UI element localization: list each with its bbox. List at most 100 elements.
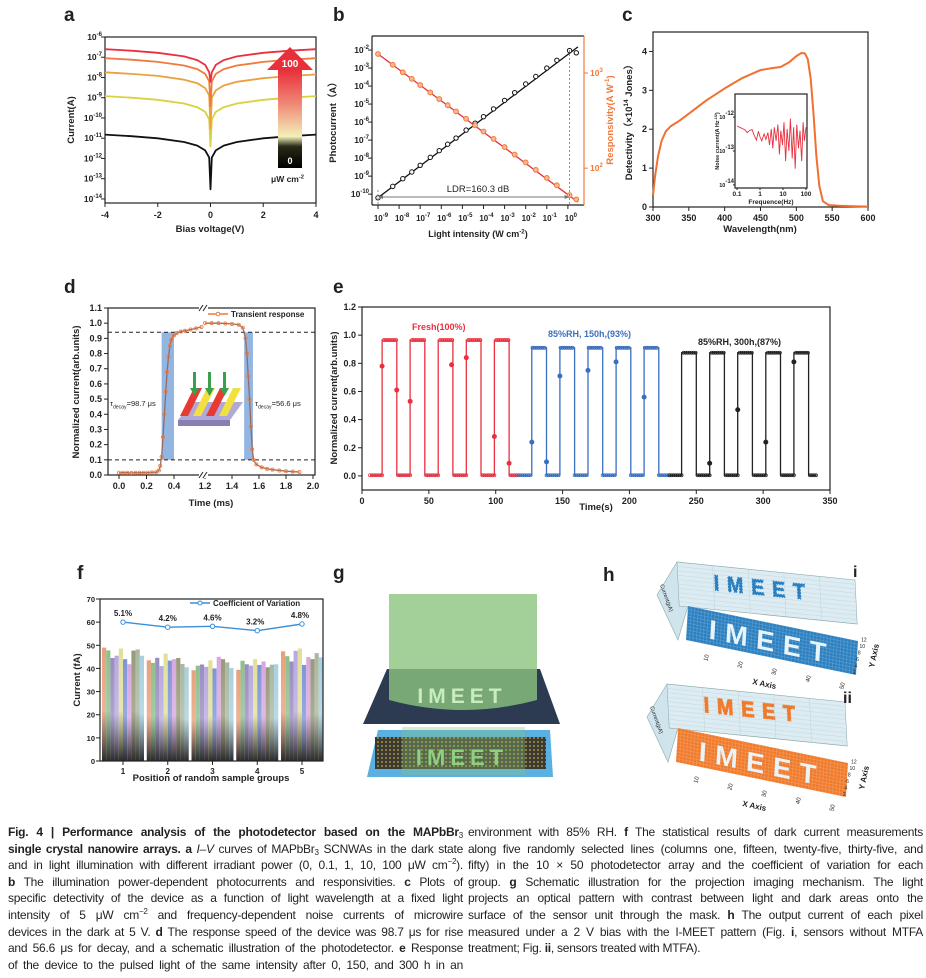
pulse-point (450, 338, 455, 342)
bar (253, 659, 258, 761)
bar (191, 670, 196, 761)
bar (289, 661, 294, 761)
axis-break-icon (198, 304, 208, 312)
nanowire-electrode (219, 388, 241, 416)
caption-segment: i (791, 924, 795, 939)
pulse-point (368, 473, 372, 478)
pulse-point (749, 350, 754, 355)
pulse-point (727, 473, 732, 478)
x-tick-label: 20 (727, 782, 735, 791)
caption-segment: SCNWAs in the dark state (318, 841, 463, 856)
iv-curve-100 (104, 48, 317, 83)
y-axis-label: Y Axis (867, 643, 881, 669)
transition-point (557, 373, 563, 379)
pulse-point (460, 473, 465, 478)
pulse-point (530, 345, 535, 350)
transient-point (246, 374, 251, 379)
x-tick-label: 0.0 (113, 481, 126, 491)
caption-segment: 3 (314, 847, 319, 857)
tick-label-exponent: -2 (530, 213, 536, 219)
tick-label-base: 10 (351, 189, 361, 199)
grid-line (678, 592, 857, 611)
transition-point (585, 367, 591, 373)
pulse-point (380, 473, 384, 478)
tick-label-exponent: -9 (383, 213, 389, 219)
responsivity-point (543, 175, 550, 181)
tick-label: 10-13 (719, 145, 734, 155)
caption-line: and in light illumination with different… (8, 857, 463, 874)
transient-point (160, 435, 165, 440)
pulse-point (693, 350, 698, 355)
pulse-point (484, 473, 489, 478)
transient-point (236, 322, 241, 327)
caption-segment: and in light illumination with different… (8, 858, 448, 873)
y-tick-label: 12 (851, 759, 857, 765)
pulse-point (572, 473, 577, 478)
pulse-point (667, 473, 672, 478)
pulse-point (791, 473, 796, 478)
pulse-point (638, 473, 643, 478)
bar (306, 657, 311, 761)
cv-data-label: 3.2% (246, 618, 264, 627)
pulse-point (520, 473, 525, 478)
x-tick-label: 100 (488, 496, 503, 506)
bar (139, 655, 144, 761)
grid-line (677, 566, 856, 585)
pulse-point (386, 338, 390, 342)
y-tick-label: 0.9 (89, 333, 102, 343)
x-tick-label: 450 (753, 213, 768, 223)
pulse-point (406, 473, 411, 478)
grid-line (678, 588, 857, 607)
tick-label-base: 10 (437, 214, 446, 223)
bar (110, 658, 115, 761)
pulse-point (506, 338, 511, 342)
pulse-point (723, 473, 728, 478)
transient-point (199, 324, 204, 329)
pulse-point (566, 345, 571, 350)
tick-label: 10-6 (437, 213, 452, 223)
x-tick-label: 3 (210, 767, 215, 776)
pulse-point (508, 473, 513, 478)
tick-label-exponent: -5 (467, 213, 473, 219)
label-segment: μW cm (271, 174, 299, 184)
tick-label-base: 10 (458, 214, 467, 223)
photocurrent-point (480, 113, 487, 120)
pulse-point (747, 350, 752, 355)
pulse-point (610, 473, 615, 478)
pulse-point (426, 473, 431, 478)
tick-label-base: 10 (522, 214, 531, 223)
tick-label-base: 10 (87, 72, 97, 82)
pulse-point (687, 350, 692, 355)
grid-line (678, 601, 857, 620)
transient-point (133, 470, 138, 475)
bar (257, 664, 262, 761)
pulse-point (528, 473, 533, 478)
pulse-point (669, 473, 674, 478)
caption-segment: d (155, 924, 163, 939)
light-arrow-icon (190, 388, 199, 396)
tick-label-base: 10 (84, 194, 94, 204)
y-axis-label: Detectivity（×1014 Jones） (623, 60, 635, 181)
transient-point (254, 462, 259, 467)
pulse-point (442, 338, 447, 342)
tick-label-exponent: 0 (574, 213, 578, 219)
pulse-point (400, 473, 405, 478)
pulse-point (794, 350, 798, 355)
pulse-point (390, 338, 394, 342)
pixel-grid (675, 728, 849, 798)
pulse-point (408, 473, 413, 478)
pulse-point (546, 473, 551, 478)
tick-label: 10-7 (416, 213, 431, 223)
pulse-point (737, 350, 742, 355)
y-tick-label: 0.0 (343, 471, 356, 481)
transient-point (171, 333, 176, 338)
pulse-point (618, 345, 623, 350)
pulse-point (444, 338, 449, 342)
tick-label: 100 (565, 213, 578, 223)
x-axis-label: Time (ms) (189, 498, 234, 509)
pulse-point (757, 473, 762, 478)
label-segment: Noise current(A Hz (715, 120, 721, 170)
legend-label: Transient response (231, 310, 305, 319)
pulse-point (683, 350, 688, 355)
